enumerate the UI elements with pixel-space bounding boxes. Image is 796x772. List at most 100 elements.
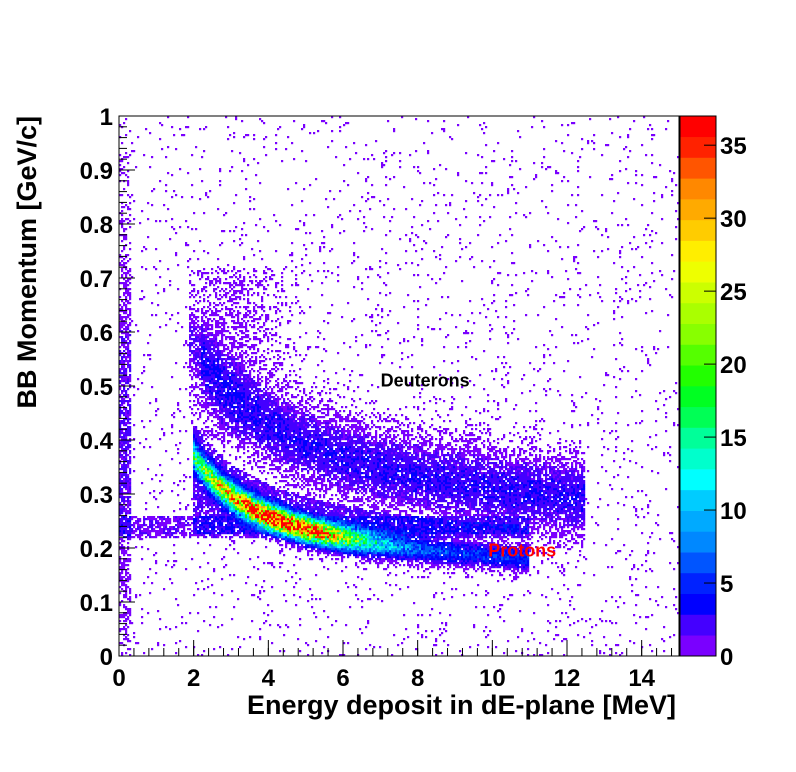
heatmap-cell [257,466,260,469]
heatmap-cell [189,394,192,397]
heatmap-cell [249,516,252,519]
heatmap-cell [211,456,214,459]
heatmap-cell [219,418,222,421]
heatmap-cell [253,390,256,393]
heatmap-cell [225,282,228,285]
heatmap-cell [201,334,204,337]
heatmap-cell [193,304,196,307]
heatmap-cell [251,520,254,523]
heatmap-cell [123,272,126,275]
heatmap-cell [211,352,214,355]
heatmap-cell [235,498,238,501]
heatmap-cell [193,362,196,365]
heatmap-cell [119,486,122,489]
heatmap-cell [197,456,200,459]
heatmap-cell [129,612,132,615]
heatmap-cell [197,468,200,471]
heatmap-cell [229,298,232,301]
heatmap-cell [191,534,194,537]
heatmap-cell [201,516,204,519]
heatmap-cell [209,374,212,377]
heatmap-cell [255,224,258,227]
heatmap-cell [239,370,242,373]
heatmap-cell [179,226,182,229]
heatmap-cell [149,534,152,537]
heatmap-cell [231,484,234,487]
heatmap-cell [233,506,236,509]
heatmap-cell [245,394,248,397]
heatmap-cell [191,352,194,355]
heatmap-cell [215,410,218,413]
heatmap-cell [253,406,256,409]
heatmap-cell [209,462,212,465]
heatmap-cell [265,434,268,437]
heatmap-cell [217,474,220,477]
heatmap-cell [211,326,214,329]
heatmap-cell [139,536,142,539]
heatmap-cell [227,528,230,531]
heatmap-cell [269,456,272,459]
heatmap-cell [119,586,122,589]
heatmap-cell [241,406,244,409]
heatmap-cell [229,500,232,503]
heatmap-cell [203,506,206,509]
heatmap-cell [127,440,130,443]
heatmap-cell [263,508,266,511]
heatmap-cell [255,388,258,391]
heatmap-cell [269,508,272,511]
heatmap-cell [193,400,196,403]
heatmap-cell [237,474,240,477]
heatmap-cell [187,522,190,525]
heatmap-cell [247,498,250,501]
heatmap-cell [241,374,244,377]
heatmap-cell [199,362,202,365]
heatmap-cell [205,290,208,293]
heatmap-cell [167,268,170,271]
heatmap-cell [251,498,254,501]
heatmap-cell [237,412,240,415]
heatmap-cell [139,298,142,301]
heatmap-cell [135,642,138,645]
heatmap-cell [245,484,248,487]
heatmap-cell [249,434,252,437]
heatmap-cell [219,432,222,435]
heatmap-cell [125,510,128,513]
heatmap-cell [193,518,196,521]
heatmap-cell [229,380,232,383]
heatmap-cell [129,648,132,651]
heatmap-cell [201,486,204,489]
heatmap-cell [207,396,210,399]
heatmap-cell [231,492,234,495]
heatmap-cell [199,354,202,357]
heatmap-cell [145,524,148,527]
heatmap-cell [127,426,130,429]
heatmap-cell [255,526,258,529]
heatmap-cell [189,406,192,409]
heatmap-cell [123,554,126,557]
heatmap-cell [201,488,204,491]
heatmap-cell [143,528,146,531]
heatmap-cell [203,430,206,433]
heatmap-cell [245,530,248,533]
heatmap-cell [195,472,198,475]
heatmap-cell [211,500,214,503]
heatmap-cell [225,496,228,499]
heatmap-cell [137,388,140,391]
heatmap-cell [233,496,236,499]
heatmap-cell [269,442,272,445]
heatmap-cell [239,244,242,247]
heatmap-cell [207,196,210,199]
heatmap-cell [197,324,200,327]
heatmap-cell [121,256,124,259]
heatmap-cell [197,516,200,519]
heatmap-cell [203,362,206,365]
heatmap-cell [227,138,230,141]
heatmap-cell [221,358,224,361]
heatmap-cell [233,518,236,521]
heatmap-cell [249,208,252,211]
heatmap-cell [183,474,186,477]
heatmap-cell [221,578,224,581]
heatmap-cell [193,458,196,461]
heatmap-cell [129,484,132,487]
heatmap-cell [243,448,246,451]
